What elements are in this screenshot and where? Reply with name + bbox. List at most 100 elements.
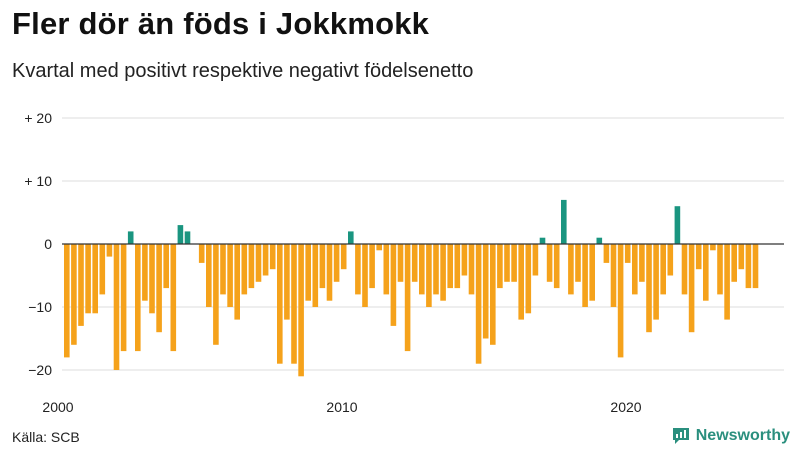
bar	[461, 244, 468, 276]
bar	[411, 244, 418, 282]
y-tick-label: + 20	[24, 110, 52, 126]
x-tick-label: 2010	[326, 399, 357, 415]
bar	[568, 244, 574, 295]
bar	[653, 244, 659, 320]
bar	[120, 244, 127, 352]
bar	[220, 244, 226, 295]
y-tick-label: −20	[28, 362, 52, 378]
bar	[177, 225, 184, 244]
y-tick-label: −10	[28, 299, 52, 315]
bar	[674, 206, 681, 244]
bar	[227, 244, 233, 307]
bar	[277, 244, 283, 364]
bar	[142, 244, 148, 301]
bar	[646, 244, 652, 333]
bar	[326, 244, 333, 301]
bar	[284, 244, 290, 320]
bar	[454, 244, 461, 289]
bar	[85, 244, 91, 314]
bar	[333, 244, 340, 282]
bar	[170, 244, 177, 352]
bar	[262, 244, 269, 276]
bar	[113, 244, 120, 370]
bar	[681, 244, 688, 295]
bar	[419, 244, 425, 295]
bar	[298, 244, 304, 377]
bar	[561, 199, 567, 244]
bar	[198, 244, 205, 263]
bar	[475, 244, 482, 364]
bar	[447, 244, 453, 289]
bar	[340, 244, 347, 270]
chart-subtitle: Kvartal med positivt respektive negativt…	[12, 60, 474, 82]
y-tick-label: + 10	[24, 173, 52, 189]
bar	[667, 244, 674, 276]
bar	[362, 244, 368, 307]
bar	[468, 244, 475, 295]
bar	[504, 244, 510, 282]
bar	[589, 244, 595, 301]
bar	[660, 244, 666, 295]
bar	[149, 244, 155, 314]
bar	[92, 244, 98, 314]
bar	[404, 244, 411, 352]
bar	[305, 244, 311, 301]
bar	[482, 244, 489, 339]
bar	[724, 244, 730, 320]
bar	[269, 244, 276, 270]
bar	[490, 244, 496, 345]
bar	[596, 237, 603, 244]
bar	[234, 244, 240, 320]
bar	[99, 244, 106, 295]
bar	[632, 244, 638, 295]
bar	[106, 244, 113, 257]
bar	[213, 244, 219, 345]
bar	[582, 244, 588, 307]
bar	[546, 244, 553, 282]
bar	[617, 244, 624, 358]
bar	[348, 231, 354, 244]
bar	[255, 244, 262, 282]
bar	[624, 244, 631, 263]
bar	[539, 237, 546, 244]
x-tick-label: 2020	[610, 399, 641, 415]
bar	[206, 244, 212, 307]
bar	[525, 244, 532, 314]
bar	[532, 244, 539, 276]
bar	[610, 244, 617, 307]
bar	[440, 244, 446, 301]
y-tick-label: 0	[44, 236, 52, 252]
bar	[127, 231, 134, 244]
bar	[511, 244, 517, 282]
bar	[603, 244, 610, 263]
bar	[426, 244, 432, 307]
bar	[738, 244, 745, 270]
bar	[135, 244, 141, 352]
brand-name: Newsworthy	[695, 427, 790, 444]
bar	[248, 244, 255, 289]
bar	[639, 244, 645, 282]
bar	[319, 244, 326, 289]
bar	[497, 244, 503, 289]
bar	[156, 244, 162, 333]
x-axis-labels: 2000 2010 2020	[42, 399, 641, 415]
bar	[369, 244, 375, 289]
bar	[553, 244, 560, 289]
bar	[703, 244, 709, 301]
chart-title: Fler dör än föds i Jokkmokk	[12, 6, 430, 41]
x-tick-label: 2000	[42, 399, 73, 415]
bar	[397, 244, 404, 282]
bar	[518, 244, 524, 320]
bar	[745, 244, 752, 289]
brand[interactable]: Newsworthy	[671, 426, 790, 446]
bar	[710, 244, 716, 251]
bar	[695, 244, 702, 270]
bar	[291, 244, 297, 364]
bar	[184, 231, 191, 244]
bar	[71, 244, 77, 345]
grid-lines	[62, 117, 784, 371]
bar	[312, 244, 319, 307]
bar	[688, 244, 695, 333]
bar	[78, 244, 84, 326]
